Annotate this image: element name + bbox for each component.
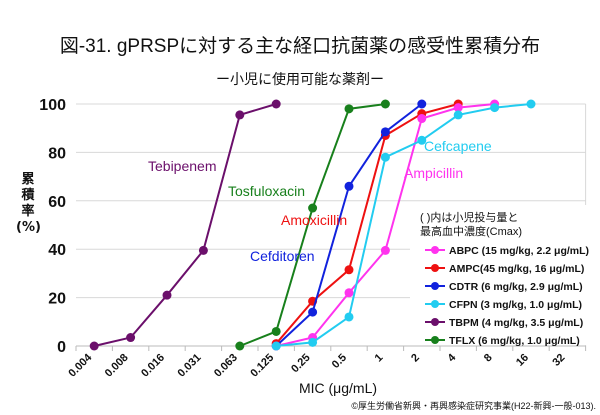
x-tick-label: 0.125 bbox=[248, 352, 276, 380]
legend-title-1: ( )内は小児投与量と bbox=[420, 210, 518, 224]
data-point bbox=[344, 312, 354, 322]
data-point bbox=[344, 288, 354, 298]
x-tick-label: 0.031 bbox=[176, 352, 204, 380]
series-line bbox=[93, 103, 277, 347]
series-group bbox=[89, 99, 536, 351]
x-tick-label: 16 bbox=[514, 352, 531, 369]
data-point bbox=[344, 104, 354, 114]
legend-entry: TBPM (4 mg/kg, 3.5 μg/mL) bbox=[449, 317, 583, 329]
data-point bbox=[380, 152, 390, 162]
y-tick-label: 0 bbox=[57, 339, 66, 356]
legend-swatch-marker bbox=[431, 264, 439, 272]
x-tick-label: 4 bbox=[446, 351, 459, 364]
legend-entry: TFLX (6 mg/kg, 1.0 μg/mL) bbox=[449, 335, 580, 347]
data-point bbox=[417, 114, 427, 124]
legend-entry: CDTR (6 mg/kg, 2.9 μg/mL) bbox=[449, 281, 583, 293]
y-tick-label: 20 bbox=[48, 291, 66, 308]
legend-swatch-marker bbox=[431, 282, 439, 290]
data-point bbox=[308, 337, 318, 347]
data-point bbox=[344, 181, 354, 191]
x-tick-label: 0.063 bbox=[212, 352, 240, 380]
x-tick-label: 0.004 bbox=[66, 351, 95, 380]
data-point bbox=[526, 99, 536, 109]
data-point bbox=[417, 99, 427, 109]
x-tick-label: 0.5 bbox=[330, 352, 349, 371]
chart-title: 図-31. gPRSPに対する主な経口抗菌薬の感受性累積分布 bbox=[60, 35, 540, 57]
data-point bbox=[235, 341, 245, 351]
legend-entry: CFPN (3 mg/kg, 1.0 μg/mL) bbox=[449, 299, 582, 311]
data-point bbox=[344, 265, 354, 275]
data-point bbox=[126, 333, 136, 343]
series-label: Ampicillin bbox=[404, 165, 463, 181]
copyright: ©厚生労働省新興・再興感染症研究事業(H22-新興-一般-013). bbox=[351, 400, 596, 411]
data-point bbox=[380, 127, 390, 137]
series-label: Cefditoren bbox=[250, 248, 315, 264]
x-tick-label: 8 bbox=[482, 352, 495, 365]
data-point bbox=[271, 341, 281, 351]
legend-swatch-marker bbox=[431, 246, 439, 254]
chart-subtitle: ー小児に使用可能な薬剤ー bbox=[216, 71, 384, 87]
x-tick-label: 0.008 bbox=[103, 352, 131, 380]
data-point bbox=[271, 326, 281, 336]
data-point bbox=[380, 99, 390, 109]
data-point bbox=[308, 203, 318, 213]
series-label: Tosfuloxacin bbox=[228, 183, 305, 199]
series-line bbox=[276, 103, 532, 347]
x-tick-label: 32 bbox=[550, 352, 567, 369]
data-point bbox=[380, 245, 390, 255]
legend-entry: ABPC (15 mg/kg, 2.2 μg/mL) bbox=[449, 245, 589, 257]
data-point bbox=[271, 99, 281, 109]
x-tick-label: 2 bbox=[409, 352, 422, 365]
data-point bbox=[235, 110, 245, 120]
series-labels: Ampicillin Amoxicillin Cefditoren Cefcapene… bbox=[148, 138, 492, 264]
x-axis-label: MIC (μg/mL) bbox=[299, 380, 377, 396]
data-point bbox=[89, 341, 99, 351]
legend-title-2: 最高血中濃度(Cmax) bbox=[420, 224, 522, 238]
x-tick-label: 0.016 bbox=[139, 352, 167, 380]
legend-swatch-marker bbox=[431, 336, 439, 344]
data-point bbox=[417, 135, 427, 145]
legend-entry: AMPC(45 mg/kg, 16 μg/mL) bbox=[449, 263, 584, 275]
data-point bbox=[198, 245, 208, 255]
data-point bbox=[490, 103, 500, 113]
y-tick-label: 100 bbox=[39, 97, 66, 114]
data-point bbox=[453, 103, 463, 113]
y-tick-label: 80 bbox=[48, 145, 66, 162]
series-label: Amoxicillin bbox=[281, 212, 347, 228]
data-point bbox=[453, 110, 463, 120]
y-axis-label: 累積率 (%) bbox=[16, 172, 41, 235]
x-tick-label: 0.25 bbox=[289, 352, 313, 376]
y-tick-label: 40 bbox=[48, 242, 66, 259]
series-label: Tebipenem bbox=[148, 158, 217, 174]
y-tick-label: 60 bbox=[48, 194, 66, 211]
data-point bbox=[162, 290, 172, 300]
legend-swatch-marker bbox=[431, 318, 439, 326]
series-line bbox=[275, 103, 459, 345]
data-point bbox=[308, 307, 318, 317]
series-label: Cefcapene bbox=[424, 138, 492, 154]
legend-swatch-marker bbox=[431, 300, 439, 308]
legend: ( )内は小児投与量と 最高血中濃度(Cmax) ABPC (15 mg/kg,… bbox=[410, 205, 590, 347]
x-tick-label: 1 bbox=[373, 352, 386, 365]
